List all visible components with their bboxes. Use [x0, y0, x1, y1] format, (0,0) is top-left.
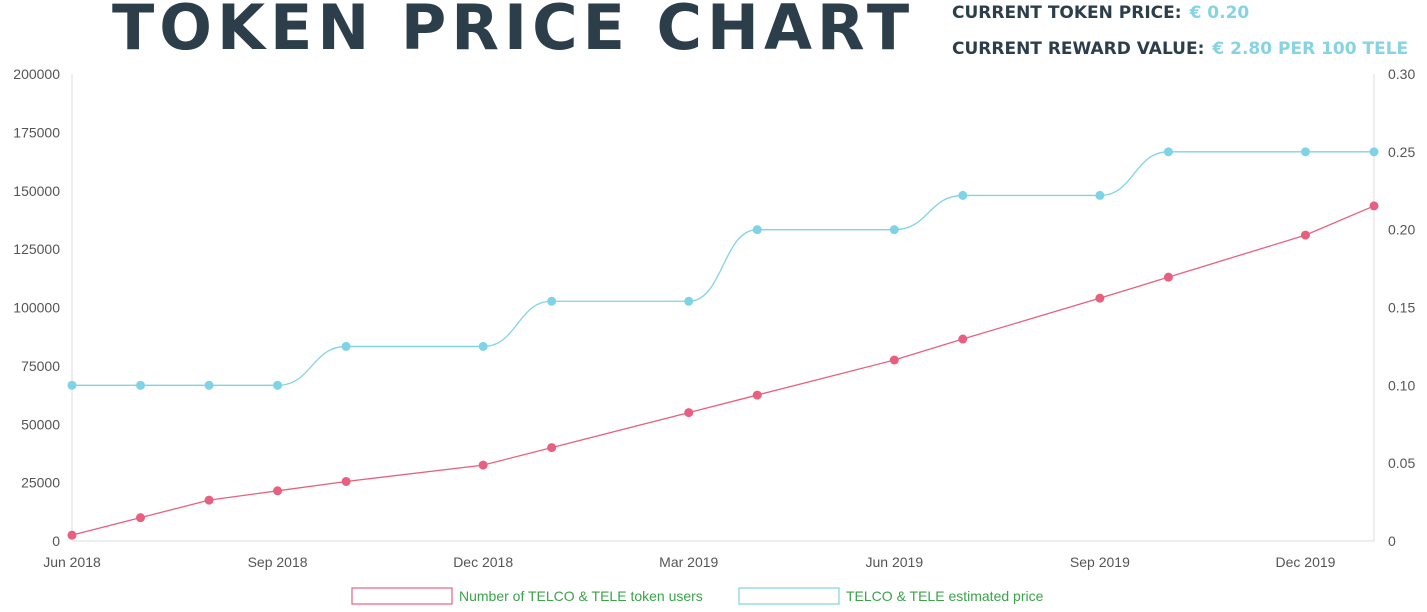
y-left-tick-label: 175000 — [13, 124, 60, 140]
y-right-tick-label: 0.30 — [1388, 66, 1415, 82]
y-left-tick-label: 50000 — [21, 416, 60, 432]
current-token-price-label: CURRENT TOKEN PRICE: — [952, 3, 1182, 23]
price-data-point — [958, 190, 968, 200]
x-tick-label: Sep 2018 — [248, 554, 308, 570]
current-reward-value-text: € 2.80 PER 100 TELE — [1212, 39, 1409, 59]
price-data-point — [67, 380, 77, 390]
users-data-point — [958, 334, 968, 344]
users-data-point — [1095, 293, 1105, 303]
series-price-line — [72, 151, 1374, 386]
y-left-tick-label: 100000 — [13, 300, 60, 316]
legend-swatch — [738, 587, 840, 605]
price-data-point — [752, 225, 762, 235]
price-data-point — [684, 296, 694, 306]
users-data-point — [684, 408, 694, 418]
price-data-point — [341, 341, 351, 351]
y-left-tick-label: 150000 — [13, 183, 60, 199]
y-left-tick-label: 25000 — [21, 475, 60, 491]
users-data-point — [478, 460, 488, 470]
users-data-point — [67, 530, 77, 540]
series-users-line — [71, 205, 1375, 536]
page-title: TOKEN PRICE CHART — [112, 0, 915, 64]
users-data-point — [752, 390, 762, 400]
y-left-tick-label: 200000 — [13, 66, 60, 82]
y-right-tick-label: 0 — [1388, 533, 1396, 549]
y-right-tick-label: 0.05 — [1388, 455, 1415, 471]
price-data-point — [1095, 190, 1105, 200]
y-right-tick-label: 0.20 — [1388, 222, 1415, 238]
users-data-point — [1300, 230, 1310, 240]
price-data-point — [273, 380, 283, 390]
y-left-tick-label: 0 — [52, 533, 60, 549]
price-data-point — [204, 380, 214, 390]
users-data-point — [341, 476, 351, 486]
price-data-point — [889, 225, 899, 235]
x-tick-label: Jun 2018 — [43, 554, 101, 570]
price-data-point — [1300, 147, 1310, 157]
current-token-price: CURRENT TOKEN PRICE: € 0.20 — [952, 3, 1249, 23]
x-tick-label: Sep 2019 — [1070, 554, 1130, 570]
legend-label: Number of TELCO & TELE token users — [459, 588, 703, 604]
price-data-point — [1163, 147, 1173, 157]
current-reward-label: CURRENT REWARD VALUE: — [952, 39, 1205, 59]
y-right-tick-label: 0.10 — [1388, 377, 1415, 393]
users-data-point — [273, 486, 283, 496]
y-right-tick-label: 0.25 — [1388, 144, 1415, 160]
users-data-point — [204, 495, 214, 505]
x-tick-label: Dec 2018 — [453, 554, 513, 570]
users-data-point — [1163, 272, 1173, 282]
current-reward-value: CURRENT REWARD VALUE: € 2.80 PER 100 TELE — [952, 39, 1408, 59]
legend-label: TELCO & TELE estimated price — [846, 588, 1044, 604]
users-data-point — [547, 443, 557, 453]
y-left-tick-label: 75000 — [21, 358, 60, 374]
y-right-tick-label: 0.15 — [1388, 300, 1415, 316]
users-data-point — [136, 513, 146, 523]
price-data-point — [547, 296, 557, 306]
y-left-tick-label: 125000 — [13, 241, 60, 257]
x-tick-label: Mar 2019 — [659, 554, 718, 570]
x-tick-label: Dec 2019 — [1276, 554, 1336, 570]
legend-swatch — [351, 587, 453, 605]
users-data-point — [1369, 201, 1379, 211]
users-data-point — [889, 355, 899, 365]
price-data-point — [136, 380, 146, 390]
x-tick-label: Jun 2019 — [866, 554, 924, 570]
price-data-point — [1369, 147, 1379, 157]
price-data-point — [478, 341, 488, 351]
current-token-price-value: € 0.20 — [1189, 3, 1250, 23]
